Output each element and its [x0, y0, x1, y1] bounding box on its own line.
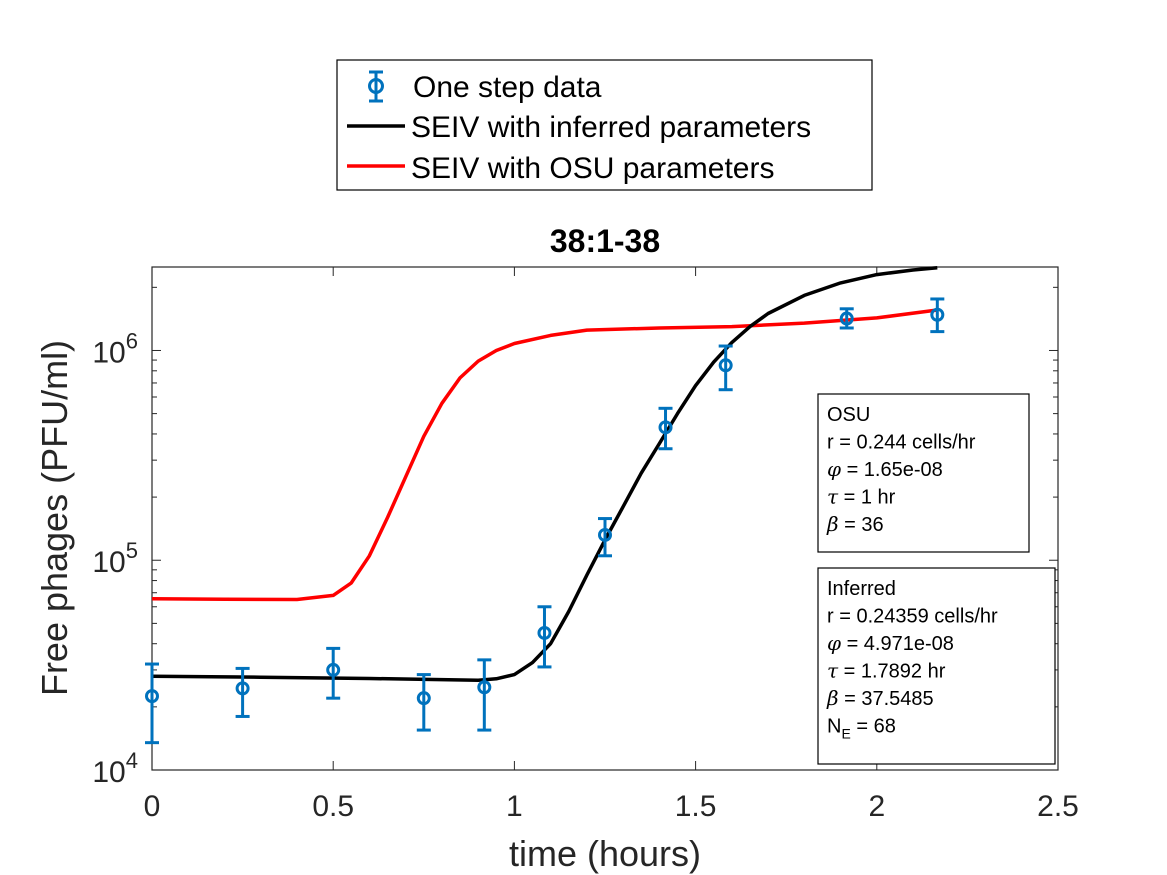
axis-ticks: 0 0.5 1 1.5 2 2.5 104 105 106 — [92, 267, 1079, 823]
legend-label-inferred: SEIV with inferred parameters — [411, 111, 811, 144]
chart-title: 38:1-38 — [550, 223, 660, 259]
series-layer — [145, 265, 945, 745]
x-tick-label: 2.5 — [1037, 790, 1079, 823]
x-tick-label: 0.5 — [312, 790, 354, 823]
annotation-line: NE = 68 — [827, 716, 896, 742]
annotation-line: β = 36 — [826, 512, 884, 536]
data-marker — [537, 625, 552, 640]
data-point — [537, 605, 552, 669]
annotation-inferred: Inferred r = 0.24359 cells/hr φ = 4.971e-0… — [817, 567, 1056, 765]
annotation-boxes: OSU r = 0.244 cells/hr φ = 1.65e-08 τ = 1 h… — [817, 393, 1056, 765]
x-tick-label: 1 — [506, 790, 523, 823]
data-point — [598, 517, 612, 558]
annotation-line: φ = 4.971e-08 — [827, 631, 954, 655]
x-tick-label: 2 — [868, 790, 885, 823]
data-point — [477, 658, 492, 732]
y-axis-label: Free phages (PFU/ml) — [34, 340, 75, 696]
legend-entry-inferred: SEIV with inferred parameters — [347, 111, 811, 144]
legend-box — [336, 59, 873, 191]
data-marker — [235, 681, 250, 696]
series-osu-line — [151, 308, 938, 602]
data-point — [145, 662, 159, 745]
data-point — [658, 406, 673, 451]
legend: One step data SEIV with inferred paramet… — [336, 59, 873, 191]
annotation-osu: OSU r = 0.244 cells/hr φ = 1.65e-08 τ = 1 h… — [817, 393, 1030, 553]
annotation-box-osu — [817, 393, 1030, 553]
data-point — [718, 344, 733, 392]
y-tick-label: 105 — [92, 538, 138, 579]
data-marker — [930, 307, 945, 322]
data-point — [326, 646, 341, 700]
x-tick-label: 0 — [144, 790, 161, 823]
annotation-line: β = 37.5485 — [826, 686, 934, 710]
annotation-line: τ = 1 hr — [827, 485, 896, 509]
data-marker — [416, 691, 431, 706]
legend-label-osu: SEIV with OSU parameters — [411, 152, 774, 185]
data-point — [839, 307, 854, 330]
annotation-line: τ = 1.7892 hr — [827, 659, 946, 683]
series-inferred-line — [151, 265, 938, 682]
legend-entry-data: One step data — [368, 70, 602, 104]
data-marker — [718, 358, 733, 373]
annotation-line: φ = 1.65e-08 — [827, 457, 943, 481]
data-point — [235, 666, 250, 718]
legend-entry-osu: SEIV with OSU parameters — [347, 152, 774, 185]
annotation-line: Inferred — [827, 578, 896, 600]
legend-label-data: One step data — [413, 71, 602, 104]
y-tick-label: 106 — [92, 328, 138, 369]
annotation-box-inferred — [817, 567, 1056, 765]
y-tick-label: 104 — [92, 748, 138, 789]
data-marker — [326, 662, 341, 677]
data-marker — [477, 680, 492, 695]
x-tick-label: 1.5 — [675, 790, 717, 823]
annotation-line: r = 0.244 cells/hr — [827, 432, 976, 454]
data-point — [416, 673, 431, 732]
annotation-line: r = 0.24359 cells/hr — [827, 606, 998, 628]
legend-marker-circle-icon — [368, 78, 384, 94]
data-marker — [598, 527, 612, 542]
data-marker — [145, 689, 159, 704]
data-point — [930, 297, 945, 334]
data-marker — [839, 311, 854, 326]
x-axis-label: time (hours) — [509, 833, 701, 874]
data-marker — [658, 420, 673, 435]
annotation-line: OSU — [827, 404, 870, 426]
